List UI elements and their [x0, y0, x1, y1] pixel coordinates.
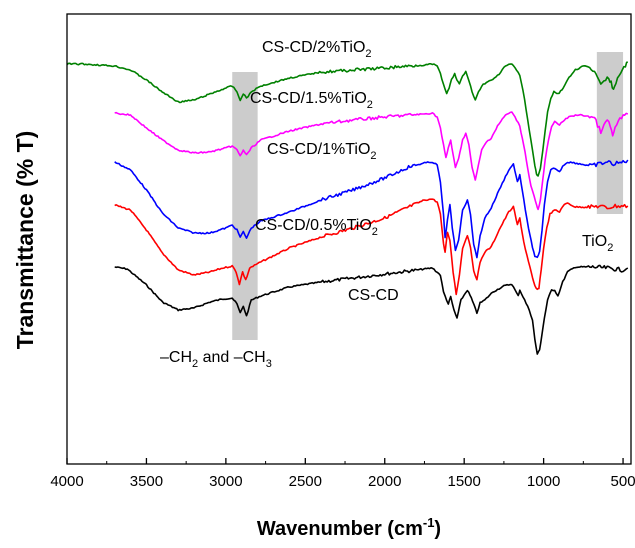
shaded-bands — [232, 52, 624, 340]
plot-frame — [66, 13, 632, 465]
series-line-4 — [66, 61, 629, 177]
x-tick-label-3000: 3000 — [209, 473, 242, 490]
series-line-0 — [114, 264, 629, 355]
series-label-cs-cd-1: CS-CD/1%TiO2 — [267, 141, 377, 162]
x-tick-label-4000: 4000 — [50, 473, 83, 490]
x-tick-label-3500: 3500 — [130, 473, 163, 490]
x-tick-label-1500: 1500 — [447, 473, 480, 490]
x-tick-label-2500: 2500 — [289, 473, 322, 490]
x-axis-ticks: 4000 3500 3000 2500 2000 1500 1000 500 — [50, 458, 635, 490]
series-line-3 — [114, 111, 629, 211]
series-line-2 — [114, 159, 629, 259]
x-tick-label-2000: 2000 — [368, 473, 401, 490]
annotation-ch2-ch3: –CH2 and –CH3 — [160, 349, 272, 370]
x-tick-label-500: 500 — [611, 473, 635, 490]
series-label-cs-cd-2: CS-CD/2%TiO2 — [262, 39, 372, 60]
annotation-tio2: TiO2 — [582, 233, 613, 254]
y-axis-title: Transmittance (% T) — [12, 131, 38, 350]
series-label-cs-cd-0-5: CS-CD/0.5%TiO2 — [255, 217, 378, 238]
series-label-cs-cd: CS-CD — [348, 287, 399, 304]
x-axis-title: Wavenumber (cm-1) — [257, 515, 441, 540]
series-group — [66, 61, 629, 355]
x-tick-label-1000: 1000 — [527, 473, 560, 490]
series-line-1 — [114, 198, 629, 296]
series-label-cs-cd-1-5: CS-CD/1.5%TiO2 — [250, 90, 373, 111]
shaded-band-0 — [232, 72, 258, 340]
